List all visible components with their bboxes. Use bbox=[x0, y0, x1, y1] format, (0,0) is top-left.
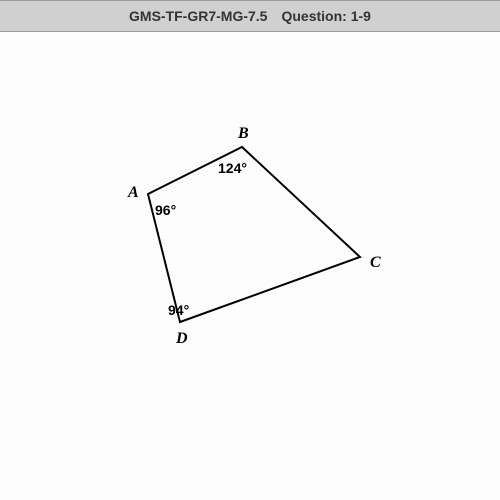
diagram-canvas: A B C D 96° 124° 94° bbox=[0, 32, 500, 500]
header-title-left: GMS-TF-GR7-MG-7.5 bbox=[129, 8, 267, 24]
angle-label-b: 124° bbox=[218, 160, 247, 176]
vertex-label-c: C bbox=[370, 254, 381, 272]
header-title-right: Question: 1-9 bbox=[281, 8, 370, 24]
quadrilateral-diagram bbox=[0, 32, 500, 500]
angle-label-d: 94° bbox=[168, 302, 189, 318]
header-bar: GMS-TF-GR7-MG-7.5 Question: 1-9 bbox=[0, 0, 500, 32]
vertex-label-d: D bbox=[176, 330, 188, 348]
vertex-label-b: B bbox=[238, 125, 249, 143]
vertex-label-a: A bbox=[128, 184, 139, 202]
angle-label-a: 96° bbox=[155, 202, 176, 218]
